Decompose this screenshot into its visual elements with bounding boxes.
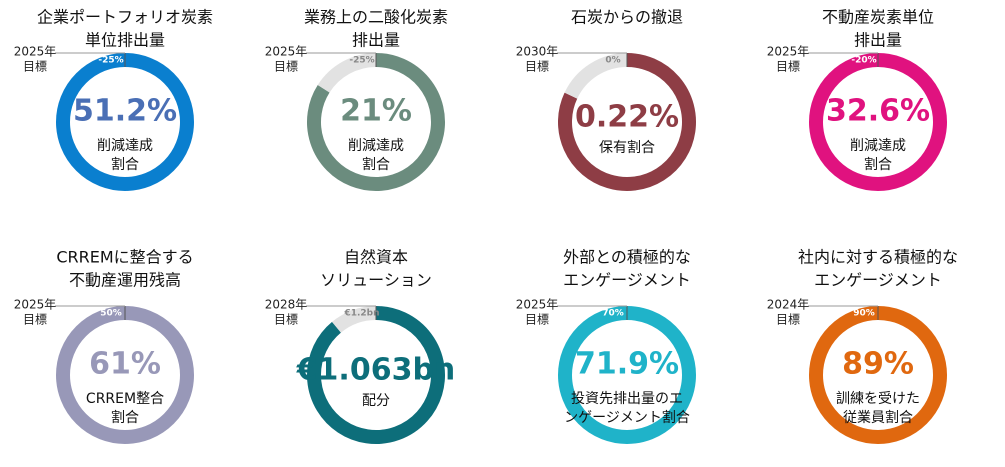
kpi-value: 61% (89, 347, 161, 382)
kpi-value: 0.22% (575, 100, 679, 135)
ring-segment (317, 53, 377, 93)
kpi-description: 訓練を受けた (836, 391, 920, 407)
gauge-title: エンゲージメント (814, 271, 942, 290)
target-year: 目標 (274, 313, 298, 327)
gauge-title: 不動産炭素単位 (822, 8, 934, 27)
gauge-title: 自然資本 (344, 248, 408, 267)
kpi-description: 割合 (111, 409, 139, 426)
kpi-value: 21% (340, 94, 412, 129)
kpi-value: 32.6% (826, 94, 930, 129)
target-year: 目標 (274, 60, 298, 74)
gauge-title: 単位排出量 (85, 31, 165, 50)
kpi-description: CRREM整合 (86, 391, 164, 407)
target-value: 0% (605, 56, 620, 66)
kpi-description: 削減達成 (97, 137, 153, 154)
gauge-title: 不動産運用残高 (69, 271, 181, 290)
gauge-title: 排出量 (854, 31, 902, 50)
target-year: 2028年 (265, 298, 308, 312)
kpi-value: 71.9% (575, 347, 679, 382)
kpi-description: 投資先排出量のエ (571, 391, 683, 407)
kpi-description: ンゲージメント割合 (564, 409, 690, 426)
gauge-title: CRREMに整合する (56, 248, 193, 267)
gauge-title: エンゲージメント (563, 271, 691, 290)
kpi-value: 51.2% (73, 94, 177, 129)
target-year: 目標 (23, 313, 47, 327)
target-year: 目標 (776, 313, 800, 327)
gauge-title: 外部との積極的な (563, 248, 691, 267)
target-year: 目標 (23, 60, 47, 74)
ring-segment (307, 306, 445, 444)
gauge-title: 石炭からの撤退 (571, 8, 683, 27)
gauge-title: 企業ポートフォリオ炭素 (37, 8, 213, 27)
kpi-description: 割合 (864, 156, 892, 173)
target-value: 50% (100, 309, 122, 319)
gauge-title: ソリューション (320, 271, 432, 290)
kpi-description: 割合 (111, 156, 139, 173)
target-year: 2025年 (14, 45, 57, 59)
kpi-description: 従業員割合 (843, 409, 913, 426)
kpi-description: 削減達成 (850, 137, 906, 154)
target-year: 2030年 (516, 45, 559, 59)
ring-segment (307, 53, 445, 191)
kpi-value: 89% (842, 347, 914, 382)
ring-segment (558, 53, 696, 191)
kpi-description: 保有割合 (599, 139, 655, 156)
target-year: 2025年 (516, 298, 559, 312)
target-value: -25% (349, 56, 374, 66)
kpi-description: 削減達成 (348, 137, 404, 154)
gauge-title: 排出量 (352, 31, 400, 50)
target-value: -20% (851, 56, 876, 66)
kpi-description: 配分 (362, 393, 390, 409)
target-value: €1.2bn (343, 309, 379, 319)
target-year: 2024年 (767, 298, 810, 312)
target-value: 90% (853, 309, 875, 319)
target-year: 2025年 (767, 45, 810, 59)
kpi-value: €1.063bn (296, 353, 456, 388)
target-year: 2025年 (265, 45, 308, 59)
target-year: 2025年 (14, 298, 57, 312)
gauge-title: 業務上の二酸化炭素 (304, 8, 448, 27)
target-year: 目標 (776, 60, 800, 74)
target-value: -25% (98, 56, 123, 66)
kpi-description: 割合 (362, 156, 390, 173)
ring-segment (332, 306, 377, 333)
target-value: 70% (602, 309, 624, 319)
target-year: 目標 (525, 313, 549, 327)
gauge-title: 社内に対する積極的な (798, 248, 958, 267)
target-year: 目標 (525, 60, 549, 74)
ring-segment (564, 53, 628, 99)
